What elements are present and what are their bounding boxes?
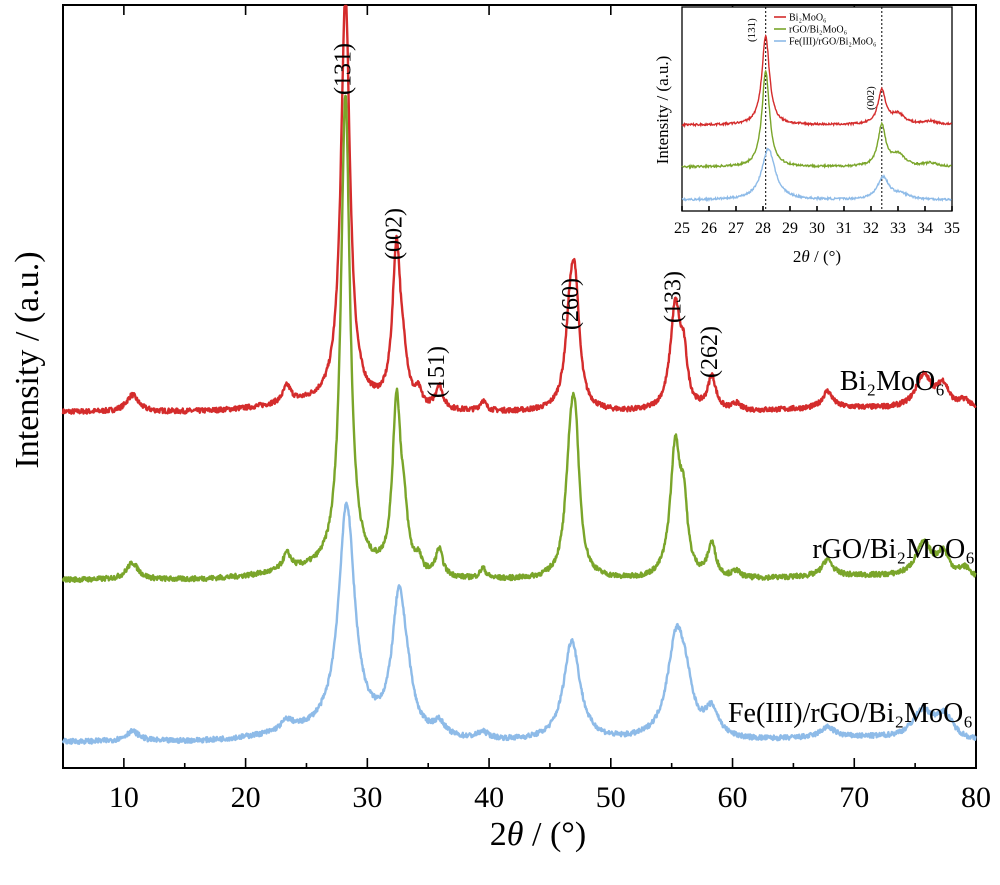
- inset-legend-label: Bi₂MoO₆: [789, 13, 827, 24]
- inset-y-axis-title: Intensity / (a.u.): [653, 56, 672, 165]
- series-line-1: [61, 94, 977, 584]
- peak-label: (133): [660, 271, 686, 323]
- peak-label: (002): [382, 208, 408, 260]
- inset-legend-label: rGO/Bi₂MoO₆: [789, 25, 848, 36]
- series-line-0: [61, 4, 977, 415]
- inset-legend-label: Fe(III)/rGO/Bi₂MoO₆: [789, 37, 877, 48]
- series-labels: Bi₂MoO₆ rGO/Bi₂MoO₆ Fe(III)/rGO/Bi₂MoO₆: [728, 366, 975, 729]
- x-tick-label: 80: [961, 781, 991, 814]
- x-tick-label: 60: [718, 781, 748, 814]
- inset-x-tick-label: 35: [944, 220, 960, 237]
- main-x-ticks: 10 20 30 40 50 60 70 80: [62, 5, 991, 814]
- inset-peak-label: (131): [746, 18, 758, 42]
- x-tick-label: 30: [352, 781, 382, 814]
- series-label-1: rGO/Bi₂MoO₆: [812, 534, 975, 565]
- inset-x-tick-label: 30: [809, 220, 825, 237]
- peak-label: (260): [558, 278, 584, 330]
- inset-peak-label: (002): [865, 86, 877, 110]
- peak-label: (131): [330, 43, 356, 95]
- inset-x-tick-label: 33: [890, 220, 906, 237]
- inset-content: 25 26 27 28 29 30 31 32 33 34 35 (131) (002) Bi₂MoO₆r…: [674, 7, 960, 237]
- main-series-group: [61, 4, 977, 745]
- x-tick-label: 10: [109, 781, 139, 814]
- inset-x-axis-title: 2θ / (°): [793, 247, 841, 266]
- inset-series-line-2: [681, 147, 952, 203]
- series-line-2: [61, 501, 977, 745]
- inset-series-line-0: [681, 33, 953, 129]
- main-peak-labels: (131) (002) (151) (260) (133) (262): [330, 43, 722, 398]
- inset-x-tick-label: 28: [755, 220, 771, 237]
- peak-label: (151): [424, 346, 450, 398]
- inset-x-tick-label: 29: [782, 220, 798, 237]
- x-tick-label: 50: [596, 781, 626, 814]
- inset-x-tick-label: 26: [701, 220, 717, 237]
- inset-x-tick-label: 32: [863, 220, 879, 237]
- inset-x-tick-label: 27: [728, 220, 744, 237]
- series-label-2: Fe(III)/rGO/Bi₂MoO₆: [728, 698, 973, 729]
- series-label-0: Bi₂MoO₆: [840, 366, 945, 397]
- main-plot-frame: [62, 4, 977, 769]
- x-axis-title: 2θ / (°): [490, 816, 586, 853]
- inset-x-tick-label: 34: [917, 220, 933, 237]
- x-tick-label: 20: [231, 781, 261, 814]
- x-tick-label: 40: [474, 781, 504, 814]
- x-tick-label: 70: [839, 781, 869, 814]
- inset-series-line-1: [681, 69, 952, 170]
- peak-label: (262): [697, 326, 723, 378]
- inset-x-tick-label: 25: [674, 220, 690, 237]
- y-axis-title: Intensity / (a.u.): [9, 251, 46, 468]
- inset-x-tick-label: 31: [836, 220, 852, 237]
